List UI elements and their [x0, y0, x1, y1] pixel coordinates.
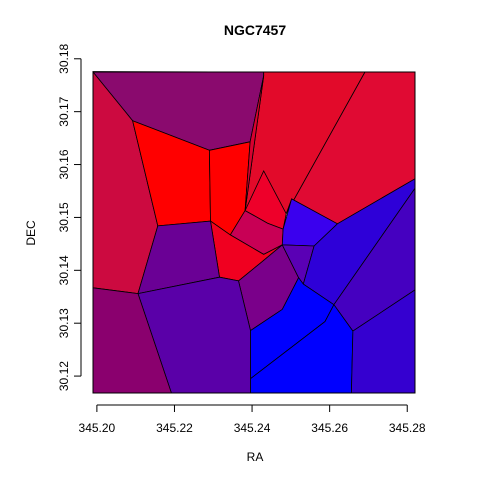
chart-title: NGC7457 [224, 22, 286, 38]
y-tick-label: 30.15 [57, 202, 71, 232]
x-tick-label: 345.20 [79, 421, 116, 435]
y-axis-label: DEC [24, 220, 38, 246]
y-axis: 30.12 30.13 30.14 30.15 30.16 30.17 30.18 [57, 43, 82, 391]
y-tick-label: 30.16 [57, 149, 71, 179]
y-tick-label: 30.13 [57, 308, 71, 338]
x-tick-label: 345.22 [156, 421, 193, 435]
x-tick-label: 345.24 [234, 421, 271, 435]
voronoi-cell-7 [244, 75, 265, 211]
x-tick-label: 345.28 [389, 421, 426, 435]
voronoi-cells [92, 70, 416, 394]
x-axis-label: RA [247, 450, 264, 464]
y-tick-label: 30.17 [57, 96, 71, 126]
plot-frame [92, 71, 416, 394]
y-tick-label: 30.12 [57, 361, 71, 391]
y-tick-label: 30.18 [57, 43, 71, 73]
x-axis: 345.20 345.22 345.24 345.26 345.28 [79, 404, 426, 435]
y-tick-label: 30.14 [57, 255, 71, 285]
x-tick-label: 345.26 [311, 421, 348, 435]
